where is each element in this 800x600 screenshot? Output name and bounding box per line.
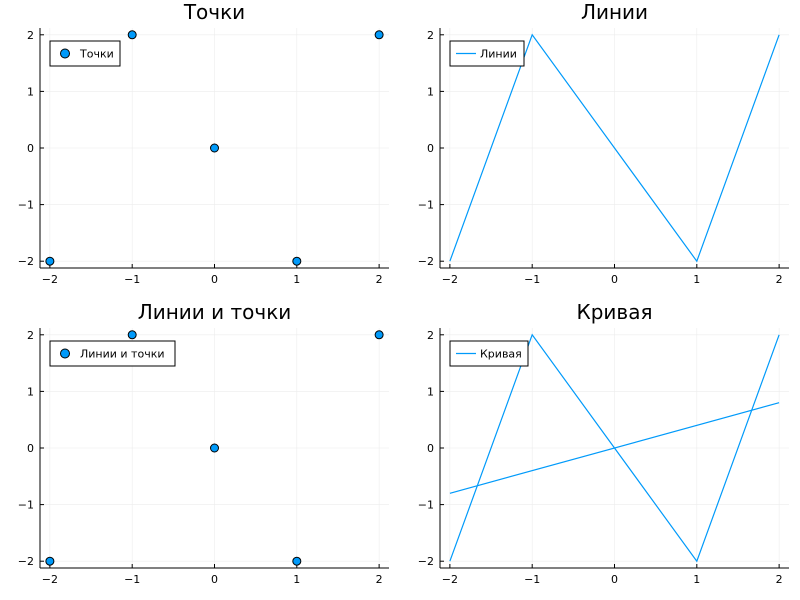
y-tick-label: 0	[27, 442, 34, 455]
y-tick-label: 2	[27, 29, 34, 42]
series-line	[449, 402, 780, 494]
legend-box	[449, 340, 529, 367]
subplot-lines-and-points: −2 −1 0 1 2 −2 −1 0 1 2 Линии и точки Линии и точки	[18, 300, 389, 586]
y-tick-label: 0	[427, 442, 434, 455]
y-tick-label: 0	[427, 142, 434, 155]
y-tick-label: 2	[27, 329, 34, 342]
x-tick-label: −1	[124, 273, 140, 286]
x-tick-label: 1	[693, 273, 700, 286]
legend-label: Точки	[79, 48, 114, 61]
y-tick-label: −1	[18, 499, 34, 512]
y-tick-label: 2	[427, 329, 434, 342]
x-tick-label: 2	[776, 273, 783, 286]
data-point	[127, 330, 137, 340]
y-tick-label: 1	[427, 85, 434, 98]
x-tick-label: −2	[442, 273, 458, 286]
x-tick-label: 2	[376, 573, 383, 586]
x-tick-label: −2	[442, 573, 458, 586]
x-tick-label: 2	[376, 273, 383, 286]
y-tick-label: 1	[27, 385, 34, 398]
data-point	[374, 30, 384, 40]
data-point	[292, 256, 302, 266]
legend-box	[49, 340, 176, 367]
y-tick-label: −1	[418, 499, 434, 512]
data-point	[45, 256, 55, 266]
legend-marker-swatch	[60, 348, 70, 359]
y-tick-label: −2	[418, 555, 434, 568]
legend-marker-swatch	[60, 48, 70, 59]
data-point	[292, 556, 302, 566]
subplot-title: Кривая	[577, 300, 653, 324]
data-point	[127, 30, 137, 40]
x-tick-label: −2	[42, 573, 58, 586]
subplot-title: Линии	[581, 0, 648, 24]
x-tick-label: 0	[611, 573, 618, 586]
x-tick-label: 2	[776, 573, 783, 586]
subplot-lines: −2 −1 0 1 2 −2 −1 0 1 2 Линии Линии	[418, 0, 789, 286]
data-point	[210, 143, 219, 153]
x-tick-label: −2	[42, 273, 58, 286]
subplot-curve: −2 −1 0 1 2 −2 −1 0 1 2 Кривая Кривая	[418, 300, 789, 586]
x-tick-label: −1	[124, 573, 140, 586]
x-tick-label: 1	[293, 273, 300, 286]
x-tick-label: −1	[524, 573, 540, 586]
x-tick-label: 1	[293, 573, 300, 586]
x-tick-label: 0	[611, 273, 618, 286]
y-tick-label: −2	[18, 555, 34, 568]
y-tick-label: −1	[418, 199, 434, 212]
y-tick-label: 0	[27, 142, 34, 155]
data-point	[210, 443, 219, 453]
x-tick-label: 0	[211, 273, 218, 286]
series-line	[449, 33, 780, 263]
subplot-title: Линии и точки	[138, 300, 292, 324]
x-tick-label: 1	[693, 573, 700, 586]
y-tick-label: 1	[427, 385, 434, 398]
y-tick-label: −2	[18, 255, 34, 268]
subplot-points: −2 −1 0 1 2 −2 −1 0 1 2 Точки Точки	[18, 0, 389, 286]
subplot-title: Точки	[183, 0, 245, 24]
y-tick-label: 1	[27, 85, 34, 98]
data-point	[45, 556, 55, 566]
x-tick-label: 0	[211, 573, 218, 586]
legend-label: Линии и точки	[80, 348, 164, 361]
legend-label: Кривая	[480, 348, 522, 361]
y-tick-label: −1	[18, 199, 34, 212]
data-point	[374, 330, 384, 340]
y-tick-label: 2	[427, 29, 434, 42]
y-tick-label: −2	[418, 255, 434, 268]
x-tick-label: −1	[524, 273, 540, 286]
legend-label: Линии	[480, 48, 517, 61]
